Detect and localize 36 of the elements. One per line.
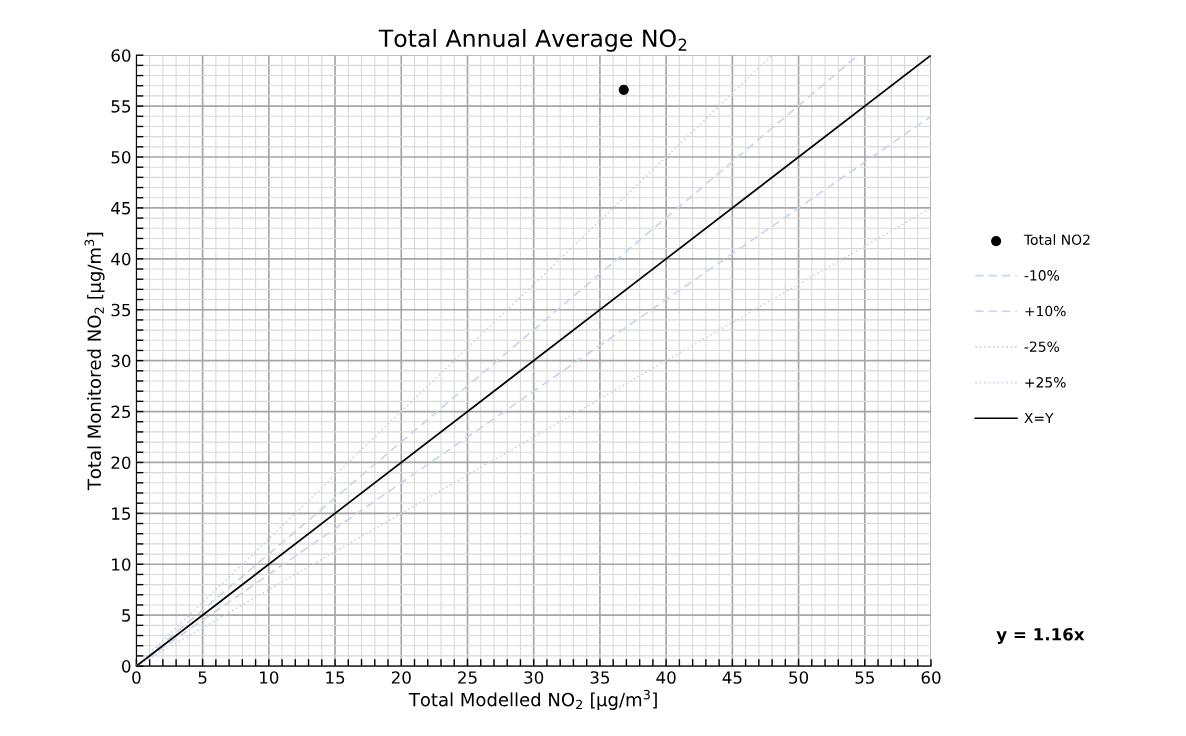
legend-label: X=Y	[1024, 412, 1054, 424]
y-tick-label: 50	[111, 150, 131, 164]
legend-label: Total NO2	[1023, 234, 1090, 245]
legend-label: -10%	[1024, 270, 1060, 281]
legend-label: -25%	[1024, 341, 1060, 352]
x-tick-label: 60	[921, 671, 941, 684]
y-tick-label: 15	[112, 507, 131, 520]
y-tick-label: 35	[111, 303, 131, 317]
x-tick-label: 25	[458, 671, 477, 684]
y-tick-label: 25	[111, 405, 131, 419]
y-tick-label: 20	[111, 456, 131, 470]
x-tick-label: 5	[198, 671, 207, 684]
chart-title: Total Annual Average NO$_{2}$	[378, 28, 687, 52]
y-axis-title: Total Monitored NO$_{2}$ [µg/m$^{3}$]	[84, 232, 105, 491]
y-tick-label: 45	[111, 202, 131, 215]
y-tick-label: 10	[112, 558, 131, 571]
x-tick-label: 45	[722, 671, 742, 684]
legend-label: +10%	[1025, 305, 1066, 317]
legend-label: +25%	[1025, 377, 1066, 388]
x-tick-label: 40	[656, 671, 676, 684]
y-tick-label: 5	[122, 609, 131, 622]
x-tick-label: 35	[590, 671, 610, 684]
x-tick-label: 30	[524, 671, 544, 684]
x-tick-label: 0	[132, 671, 141, 684]
x-tick-label: 50	[789, 671, 809, 684]
x-tick-label: 55	[855, 671, 874, 684]
y-tick-label: 55	[111, 100, 131, 113]
y-tick-label: 0	[122, 660, 131, 673]
x-tick-label: 15	[326, 671, 345, 684]
text: y = 1.16x	[996, 627, 1085, 644]
x-axis-title: Total Modelled NO$_{2}$ [µg/m$^{3}$]	[408, 689, 657, 710]
y-tick-label: 60	[111, 49, 131, 62]
x-tick-label: 20	[391, 671, 411, 684]
y-tick-label: 40	[111, 252, 131, 266]
y-tick-label: 30	[111, 354, 131, 368]
x-tick-label: 10	[260, 671, 279, 684]
